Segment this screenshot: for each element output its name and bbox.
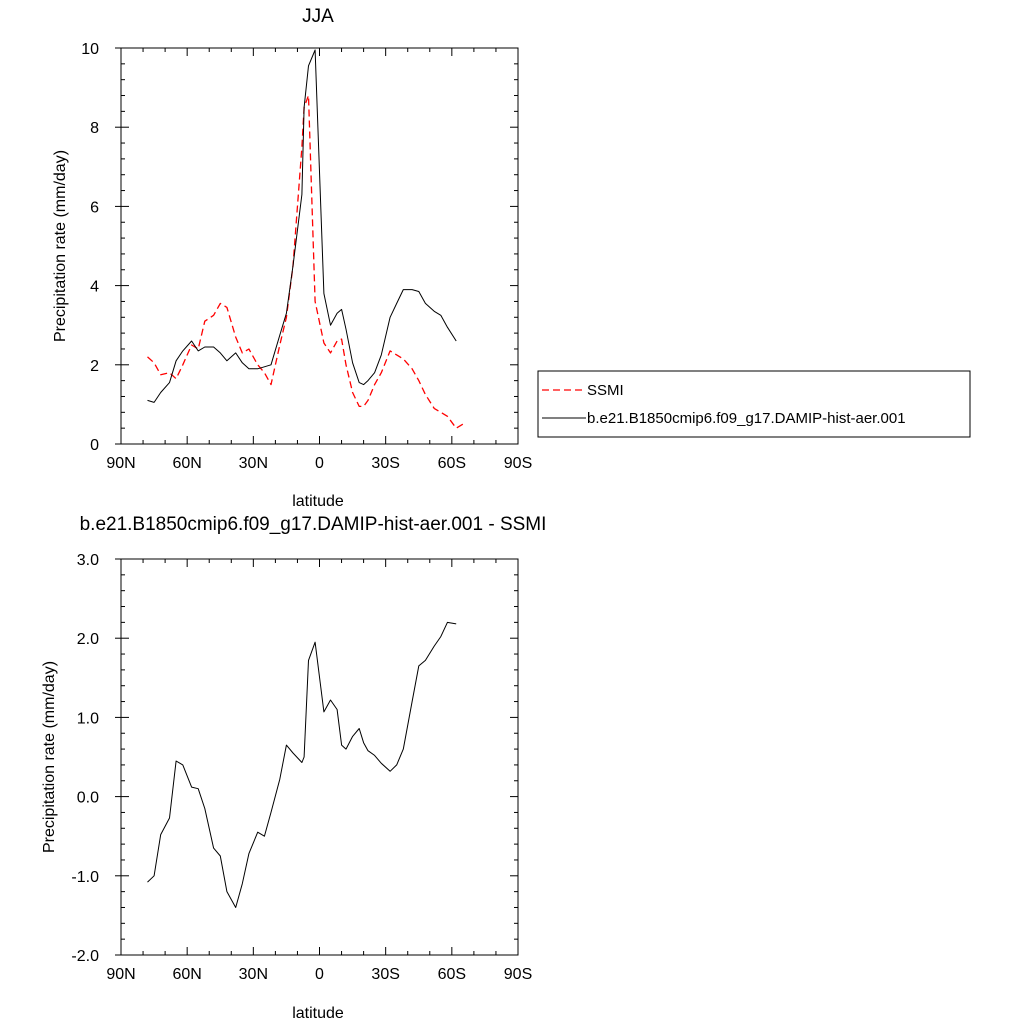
top-x-tick-label: 60N bbox=[172, 455, 201, 472]
top-x-tick-label: 90N bbox=[106, 455, 135, 472]
legend-label-ssmi: SSMI bbox=[587, 382, 624, 399]
bottom-x-tick-label: 90N bbox=[106, 966, 135, 983]
bottom-y-tick-label: -1.0 bbox=[71, 869, 99, 886]
bottom-y-tick-label: 2.0 bbox=[77, 631, 99, 648]
top-plot-frame bbox=[120, 47, 519, 445]
bottom-x-tick-label: 60N bbox=[172, 966, 201, 983]
top-series-line-1 bbox=[147, 49, 457, 403]
legend-label-model: b.e21.B1850cmip6.f09_g17.DAMIP-hist-aer.… bbox=[587, 410, 906, 427]
top-y-tick-label: 0 bbox=[90, 437, 99, 454]
bottom-panel: b.e21.B1850cmip6.f09_g17.DAMIP-hist-aer.… bbox=[41, 514, 546, 1022]
top-y-tick-label: 8 bbox=[90, 120, 99, 137]
legend: SSMI b.e21.B1850cmip6.f09_g17.DAMIP-hist… bbox=[537, 370, 971, 438]
top-x-tick-label: 30N bbox=[239, 455, 268, 472]
top-y-tick-label: 10 bbox=[81, 41, 99, 58]
bottom-y-tick-label: 0.0 bbox=[77, 790, 99, 807]
bottom-y-tick-label: 3.0 bbox=[77, 552, 99, 569]
bottom-x-tick-label: 30S bbox=[371, 966, 399, 983]
top-y-axis-label: Precipitation rate (mm/day) bbox=[52, 150, 69, 342]
top-x-tick-label: 60S bbox=[438, 455, 466, 472]
bottom-chart-title: b.e21.B1850cmip6.f09_g17.DAMIP-hist-aer.… bbox=[80, 514, 547, 535]
bottom-x-tick-label: 30N bbox=[239, 966, 268, 983]
top-panel: JJA latitude Precipitation rate (mm/day)… bbox=[52, 6, 532, 510]
bottom-x-tick-label: 90S bbox=[504, 966, 532, 983]
top-y-tick-label: 6 bbox=[90, 199, 99, 216]
bottom-y-tick-label: -2.0 bbox=[71, 948, 99, 965]
top-x-tick-label: 30S bbox=[371, 455, 399, 472]
top-series-line-0 bbox=[147, 94, 466, 429]
top-x-tick-label: 90S bbox=[504, 455, 532, 472]
bottom-x-tick-label: 0 bbox=[315, 966, 324, 983]
top-y-tick-label: 2 bbox=[90, 358, 99, 375]
top-y-tick-label: 4 bbox=[90, 279, 99, 296]
top-x-axis-label: latitude bbox=[292, 493, 344, 510]
bottom-x-axis-label: latitude bbox=[292, 1005, 344, 1022]
legend-box bbox=[537, 370, 971, 438]
bottom-plot-frame bbox=[120, 558, 519, 956]
bottom-series-line-0 bbox=[147, 621, 457, 908]
bottom-y-axis-label: Precipitation rate (mm/day) bbox=[41, 661, 58, 853]
bottom-x-tick-label: 60S bbox=[438, 966, 466, 983]
top-x-tick-label: 0 bbox=[315, 455, 324, 472]
bottom-y-tick-label: 1.0 bbox=[77, 710, 99, 727]
top-chart-title: JJA bbox=[302, 6, 334, 27]
